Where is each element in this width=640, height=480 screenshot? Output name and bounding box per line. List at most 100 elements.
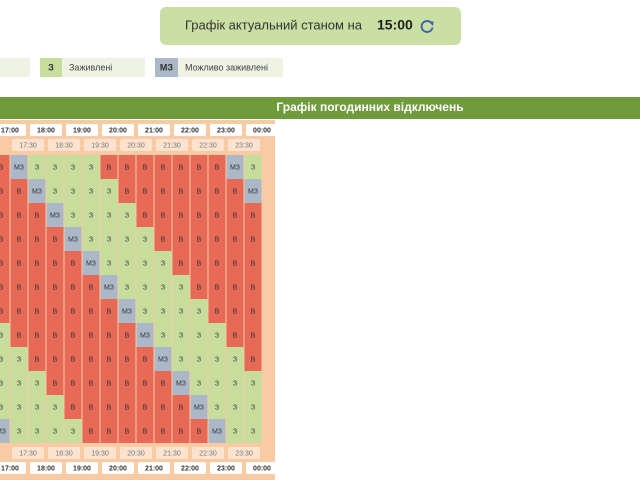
cell-label: З [17,356,21,363]
cell-label: З [233,356,237,363]
cell-label: В [251,332,256,339]
schedule-cell [154,419,172,443]
schedule-cell [118,179,136,203]
half-hour-label: 18:30 [55,450,73,457]
banner-text: Графік актуальний станом на [185,17,363,32]
schedule-cell [244,275,262,299]
cell-label: З [89,188,93,195]
hour-cell [66,462,98,474]
cell-label: В [71,308,76,315]
cell-label: В [233,260,238,267]
schedule-cell [118,299,136,323]
cell-label: В [179,404,184,411]
schedule-cell [82,179,100,203]
half-hour-label: 17:30 [19,142,37,149]
schedule-cell [136,347,154,371]
hour-label: 18:00 [37,465,55,472]
cell-label: В [215,188,220,195]
schedule-cell [0,395,10,419]
half-hour-cell [12,139,44,151]
half-hour-cell [156,447,188,459]
cell-label: В [233,236,238,243]
cell-label: З [107,260,111,267]
cell-label: З [179,308,183,315]
half-hour-cell [156,139,188,151]
hour-cell [66,124,98,136]
half-hour-cell [228,447,260,459]
schedule-cell [154,299,172,323]
schedule-cell [82,371,100,395]
schedule-cell [46,395,64,419]
hour-cell [210,124,242,136]
cell-label: З [89,236,93,243]
hour-label: 20:00 [109,127,127,134]
schedule-cell [226,395,244,419]
schedule-cell [100,155,118,179]
refresh-arrow[interactable] [429,21,434,27]
half-hour-label: 20:30 [127,450,145,457]
hour-label: 23:00 [217,465,235,472]
schedule-cell [244,251,262,275]
cell-label: В [17,212,22,219]
cell-label: В [17,260,22,267]
schedule-cell [28,347,46,371]
cell-label: З [125,284,129,291]
half-hour-cell [12,447,44,459]
half-hour-cell [48,447,80,459]
cell-label: В [251,356,256,363]
schedule-cell [244,371,262,395]
cell-label: З [107,236,111,243]
schedule-cell [118,203,136,227]
cell-label: МЗ [212,428,222,435]
cell-label: В [89,404,94,411]
cell-label: МЗ [50,212,60,219]
cell-label: З [251,164,255,171]
refresh-button[interactable] [420,20,434,33]
cell-label: З [251,380,255,387]
cell-label: В [143,428,148,435]
schedule-cell [0,155,10,179]
cell-label: В [35,356,40,363]
cell-label: З [0,380,3,387]
cell-label: З [53,164,57,171]
schedule-cell [154,251,172,275]
schedule-cell [46,251,64,275]
cell-label: В [179,236,184,243]
cell-label: З [107,212,111,219]
cell-label: В [215,164,220,171]
cell-label: В [53,260,58,267]
schedule-cell [172,227,190,251]
cell-label: В [0,212,4,219]
schedule-cell [0,347,10,371]
cell-label: В [17,332,22,339]
cell-label: В [0,260,4,267]
hour-cell [246,462,278,474]
cell-label: В [53,236,58,243]
schedule-cell [10,371,28,395]
schedule-cell [64,275,82,299]
schedule-cell [244,203,262,227]
schedule-cell [154,179,172,203]
cell-label: В [179,188,184,195]
schedule-cell [136,419,154,443]
schedule-cell [154,155,172,179]
hour-label: 19:00 [73,127,91,134]
cell-label: В [71,380,76,387]
schedule-cell [46,419,64,443]
schedule-cell [226,347,244,371]
schedule-cell [190,371,208,395]
cell-label: В [35,332,40,339]
schedule-cell [226,179,244,203]
cell-label: З [0,404,3,411]
cell-label: В [35,308,40,315]
table-title: Графік погодинних відключень [276,100,463,114]
schedule-cell [172,155,190,179]
schedule-cell [10,299,28,323]
schedule-cell [190,323,208,347]
cell-label: В [71,404,76,411]
cell-label: В [233,284,238,291]
refresh-icon[interactable] [420,20,434,33]
schedule-cell [82,155,100,179]
cell-label: В [53,332,58,339]
cell-label: МЗ [68,236,78,243]
